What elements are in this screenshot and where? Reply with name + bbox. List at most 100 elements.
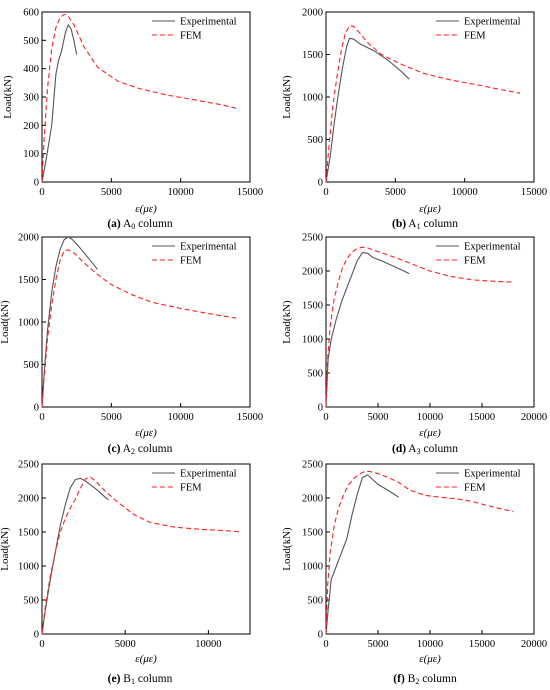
x-axis-label: ε(με) (419, 203, 441, 215)
x-tick-label: 15000 (237, 412, 263, 423)
experimental-series-line (325, 252, 410, 408)
legend-label: FEM (464, 31, 486, 42)
x-tick-label: 0 (323, 412, 328, 423)
plot-frame (325, 463, 535, 635)
legend-label: FEM (180, 256, 202, 267)
caption-tail: column (135, 443, 173, 455)
plot-frame (325, 236, 535, 408)
panel-caption: (f) B2 column (393, 673, 457, 686)
chart-legend: Experimental FEM (152, 17, 237, 42)
x-tick-label: 15000 (521, 187, 547, 198)
plot-frame (41, 236, 251, 408)
y-axis-label: Load(kN) (0, 300, 11, 344)
caption-subscript: 2 (131, 447, 135, 456)
y-tick-label: 2500 (302, 460, 323, 471)
caption-tail: column (135, 218, 173, 230)
chart-panel-c: 0 5000 10000 15000 0 500 1000 1500 2000 Experime… (0, 233, 263, 457)
chart-legend: Experimental FEM (436, 17, 521, 42)
caption-letter: (e) (108, 673, 121, 685)
x-tick-label: 10000 (417, 639, 443, 650)
chart-legend: Experimental FEM (436, 469, 521, 494)
x-axis-label: ε(με) (135, 427, 157, 439)
x-tick-label: 10000 (168, 187, 194, 198)
x-tick-label: 0 (39, 412, 44, 423)
caption-tail: column (421, 218, 459, 230)
y-axis-label: Load(kN) (2, 75, 14, 119)
y-tick-label: 500 (23, 596, 39, 607)
y-tick-label: 100 (23, 149, 39, 160)
y-tick-label: 500 (23, 360, 39, 371)
x-tick-label: 15000 (237, 187, 263, 198)
y-tick-label: 2000 (302, 8, 323, 19)
panel-caption: (a) A0 column (107, 218, 173, 231)
y-tick-label: 0 (318, 630, 323, 641)
y-axis-label: Load(kN) (281, 300, 293, 344)
caption-subscript: 2 (415, 677, 419, 686)
panel-caption: (c) A2 column (108, 443, 173, 456)
experimental-series-line (325, 474, 400, 635)
y-tick-label: 2500 (302, 233, 323, 244)
caption-subscript: 3 (417, 447, 421, 456)
legend-label: FEM (464, 256, 486, 267)
x-tick-label: 10000 (452, 187, 478, 198)
caption-subscript: 1 (417, 222, 421, 231)
y-tick-label: 200 (23, 121, 39, 132)
caption-subscript: 1 (131, 677, 135, 686)
x-tick-label: 10000 (417, 412, 443, 423)
y-tick-label: 0 (318, 403, 323, 414)
plot-frame (325, 11, 535, 183)
legend-label: FEM (180, 31, 202, 42)
caption-tail: column (135, 673, 173, 685)
y-axis-label: Load(kN) (281, 527, 293, 571)
y-tick-label: 300 (23, 93, 39, 104)
x-tick-label: 10000 (195, 639, 221, 650)
caption-text: A (121, 218, 132, 230)
x-tick-label: 5000 (115, 639, 136, 650)
caption-text: B (405, 673, 416, 685)
panel-caption: (d) A3 column (392, 443, 458, 456)
chart-legend: Experimental FEM (436, 242, 521, 267)
caption-text: A (406, 218, 417, 230)
y-tick-label: 1500 (18, 528, 39, 539)
experimental-series-line (41, 477, 109, 635)
y-tick-label: 0 (34, 403, 39, 414)
experimental-series-line (41, 236, 98, 408)
x-tick-label: 20000 (521, 639, 547, 650)
y-tick-label: 0 (34, 178, 39, 189)
x-tick-label: 0 (39, 187, 44, 198)
plot-frame (41, 11, 251, 183)
y-tick-label: 500 (307, 596, 323, 607)
legend-label: Experimental (180, 469, 237, 480)
y-tick-label: 400 (23, 64, 39, 75)
y-tick-label: 1000 (18, 318, 39, 329)
caption-letter: (d) (392, 443, 406, 455)
y-tick-label: 0 (318, 178, 323, 189)
y-tick-label: 500 (23, 36, 39, 47)
caption-tail: column (421, 443, 459, 455)
chart-legend: Experimental FEM (152, 242, 237, 267)
x-tick-label: 15000 (469, 412, 495, 423)
caption-letter: (f) (393, 673, 405, 685)
x-tick-label: 15000 (469, 639, 495, 650)
chart-panel-a: 0 5000 10000 15000 0 100 200 300 400 500 600 Exper… (2, 8, 263, 232)
x-axis-label: ε(με) (419, 653, 441, 665)
y-tick-label: 1000 (18, 562, 39, 573)
y-tick-label: 1500 (302, 528, 323, 539)
y-axis-label: Load(kN) (281, 75, 293, 119)
y-tick-label: 500 (307, 369, 323, 380)
y-tick-label: 1500 (302, 301, 323, 312)
caption-tail: column (419, 673, 457, 685)
caption-letter: (c) (108, 443, 121, 455)
y-tick-label: 2000 (302, 494, 323, 505)
y-tick-label: 600 (23, 8, 39, 19)
chart-panel-e: 0 5000 10000 0 500 1000 1500 2000 2500 Experimen… (0, 460, 251, 686)
x-axis-label: ε(με) (135, 653, 157, 665)
x-tick-label: 5000 (101, 187, 122, 198)
y-tick-label: 2500 (18, 460, 39, 471)
x-tick-label: 20000 (521, 412, 547, 423)
fem-series-line (41, 13, 237, 183)
caption-text: A (120, 443, 131, 455)
caption-text: B (120, 673, 131, 685)
x-tick-label: 5000 (385, 187, 406, 198)
